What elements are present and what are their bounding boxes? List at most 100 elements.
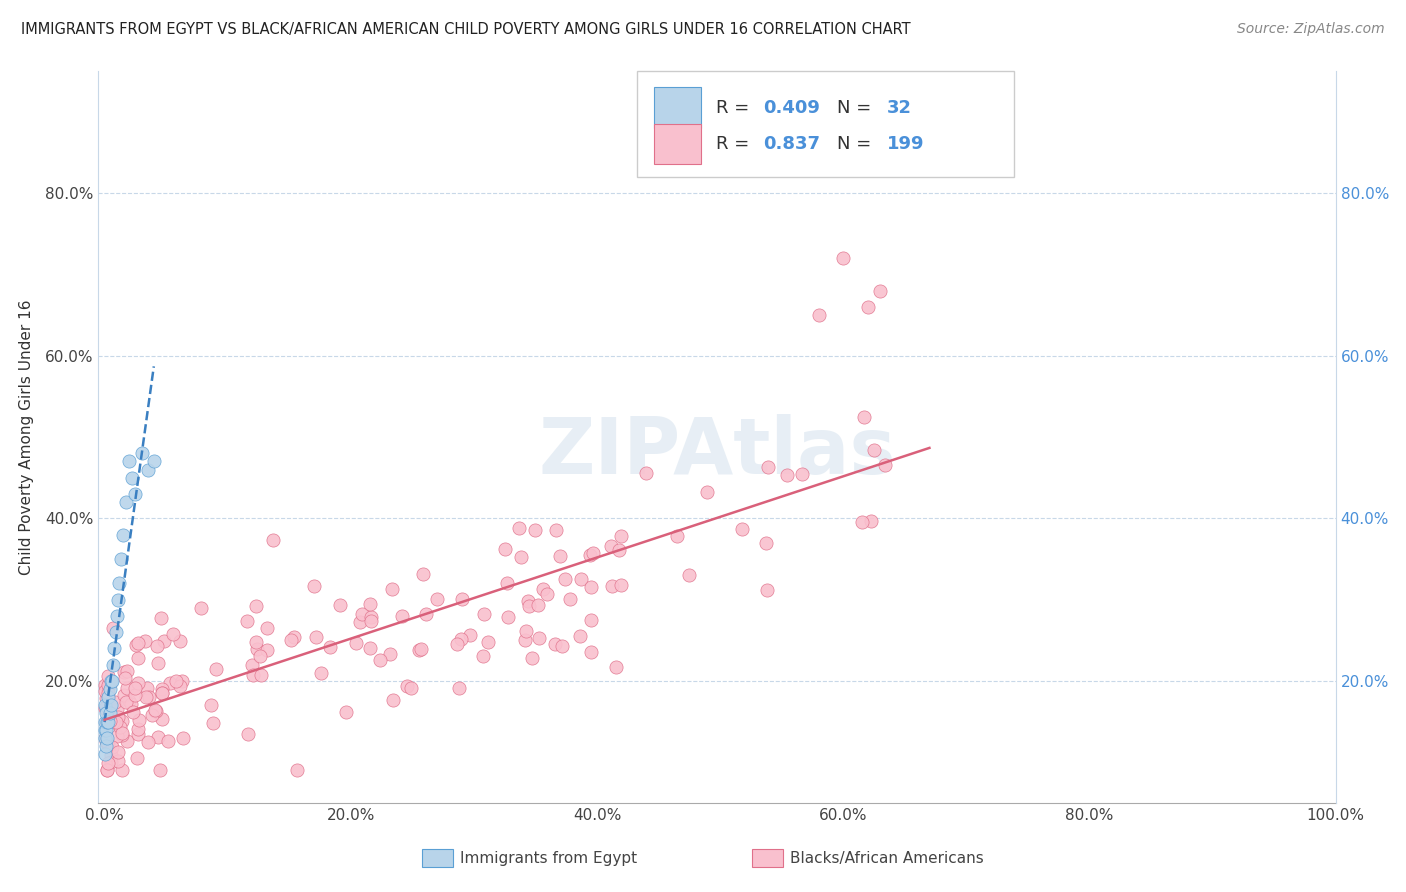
Point bbox=[96, 764, 118, 778]
Point bbox=[579, 645, 602, 659]
Point bbox=[190, 601, 212, 615]
Point bbox=[97, 736, 120, 750]
Point bbox=[107, 592, 129, 607]
Point bbox=[96, 714, 118, 729]
Point bbox=[98, 677, 121, 691]
Point bbox=[349, 615, 371, 629]
Point bbox=[138, 690, 160, 704]
Point bbox=[94, 729, 117, 743]
Point bbox=[579, 580, 602, 594]
Text: 0.837: 0.837 bbox=[763, 136, 820, 153]
Point bbox=[97, 690, 120, 705]
Point bbox=[97, 738, 120, 752]
Point bbox=[302, 578, 325, 592]
Point bbox=[97, 756, 120, 770]
Point bbox=[96, 734, 118, 748]
Point bbox=[513, 632, 536, 647]
Point bbox=[152, 633, 174, 648]
Point bbox=[127, 636, 149, 650]
Point bbox=[127, 722, 149, 736]
Point bbox=[391, 608, 413, 623]
Point bbox=[579, 613, 602, 627]
Point bbox=[100, 747, 122, 762]
Point bbox=[544, 637, 567, 651]
Point bbox=[242, 667, 264, 681]
FancyBboxPatch shape bbox=[637, 71, 1014, 178]
Point bbox=[350, 607, 373, 621]
Point bbox=[141, 707, 163, 722]
Point bbox=[458, 628, 481, 642]
Point bbox=[240, 658, 263, 673]
Point bbox=[568, 629, 591, 643]
Point bbox=[415, 607, 437, 621]
Point bbox=[807, 308, 830, 322]
Point bbox=[578, 548, 600, 562]
Point bbox=[96, 731, 118, 745]
Point bbox=[235, 615, 257, 629]
Point bbox=[495, 576, 517, 591]
Point bbox=[524, 523, 547, 537]
Point bbox=[96, 736, 118, 750]
Point bbox=[582, 546, 605, 560]
Point bbox=[245, 635, 267, 649]
Point bbox=[172, 674, 194, 689]
Point bbox=[98, 677, 121, 691]
Point bbox=[94, 702, 117, 716]
Text: 32: 32 bbox=[887, 99, 911, 117]
Point bbox=[135, 690, 157, 704]
Point bbox=[856, 300, 879, 314]
Point bbox=[114, 495, 136, 509]
Point bbox=[678, 568, 700, 582]
Point bbox=[136, 462, 159, 476]
FancyBboxPatch shape bbox=[654, 87, 702, 128]
Point bbox=[335, 706, 357, 720]
Point bbox=[118, 454, 141, 468]
Point bbox=[283, 630, 305, 644]
Point bbox=[471, 648, 494, 663]
Text: Immigrants from Egypt: Immigrants from Egypt bbox=[460, 851, 637, 865]
Point bbox=[449, 681, 471, 695]
Point bbox=[93, 698, 115, 713]
Point bbox=[122, 705, 145, 719]
Text: R =: R = bbox=[716, 99, 755, 117]
Point bbox=[256, 621, 278, 635]
Point bbox=[238, 727, 260, 741]
Point bbox=[94, 714, 117, 729]
Point bbox=[359, 641, 381, 656]
Point bbox=[93, 747, 115, 761]
Point bbox=[104, 715, 127, 730]
Point bbox=[111, 714, 134, 728]
Point bbox=[97, 678, 120, 692]
Point bbox=[98, 706, 121, 721]
Point bbox=[610, 578, 633, 592]
Point bbox=[101, 621, 124, 635]
Point bbox=[527, 632, 550, 646]
Text: ZIPAtlas: ZIPAtlas bbox=[538, 414, 896, 490]
Point bbox=[104, 625, 127, 640]
Point bbox=[204, 662, 226, 676]
Point bbox=[103, 657, 125, 672]
Point bbox=[150, 682, 173, 697]
Point bbox=[875, 458, 897, 472]
Point bbox=[134, 634, 156, 648]
Point bbox=[105, 608, 128, 623]
Point bbox=[135, 681, 157, 696]
Point bbox=[520, 651, 543, 665]
Point bbox=[110, 552, 132, 566]
Point bbox=[145, 704, 167, 718]
Point bbox=[105, 702, 128, 716]
Point bbox=[395, 679, 418, 693]
Point bbox=[368, 653, 391, 667]
Point bbox=[610, 529, 633, 543]
Point bbox=[515, 624, 537, 638]
Point bbox=[600, 579, 623, 593]
Point bbox=[169, 679, 191, 693]
Point bbox=[696, 485, 718, 500]
Point bbox=[605, 659, 627, 673]
Point bbox=[776, 468, 799, 483]
Point bbox=[446, 637, 468, 651]
Point bbox=[107, 755, 129, 769]
Point bbox=[860, 514, 883, 528]
Text: R =: R = bbox=[716, 136, 755, 153]
Point bbox=[451, 592, 474, 607]
